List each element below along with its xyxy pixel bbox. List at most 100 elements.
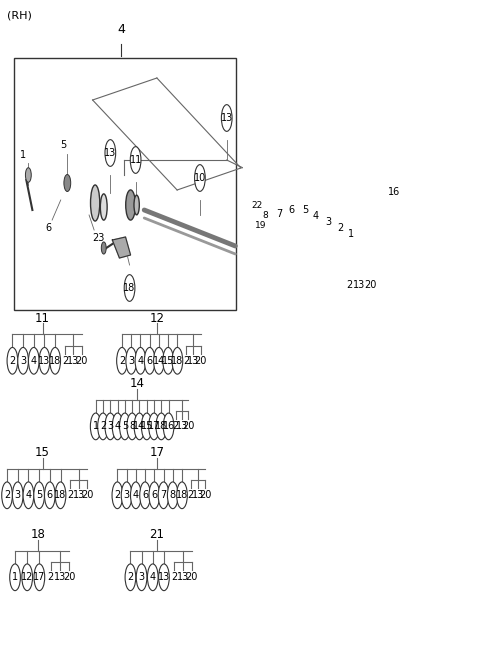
Text: 4: 4 [118,23,125,36]
Text: 13: 13 [67,356,80,366]
Ellipse shape [383,243,388,266]
Text: (RH): (RH) [7,10,32,20]
Text: 13: 13 [104,148,117,158]
Ellipse shape [163,348,173,374]
Ellipse shape [7,348,18,374]
Text: 18: 18 [123,283,136,293]
Text: 20: 20 [63,572,75,583]
Text: 13: 13 [187,356,200,366]
Text: 7: 7 [276,209,283,219]
Text: 1: 1 [348,229,354,239]
Text: 21: 21 [149,528,164,541]
Text: 12: 12 [149,312,164,325]
Text: 2: 2 [9,356,15,366]
Ellipse shape [134,195,139,215]
Text: 13: 13 [72,490,85,501]
Ellipse shape [134,413,145,440]
Ellipse shape [408,234,422,266]
Ellipse shape [323,210,333,234]
Ellipse shape [34,482,45,508]
Ellipse shape [23,482,34,508]
Ellipse shape [221,105,232,131]
Ellipse shape [268,234,283,283]
Text: 13: 13 [176,421,188,432]
Text: 13: 13 [353,280,365,290]
Text: 3: 3 [139,572,144,583]
Ellipse shape [10,564,21,590]
Ellipse shape [156,413,167,440]
Ellipse shape [347,222,356,246]
Text: 2: 2 [62,356,68,366]
Ellipse shape [112,482,123,508]
Ellipse shape [2,482,12,508]
Text: 14: 14 [130,377,145,390]
Ellipse shape [275,202,284,226]
Ellipse shape [125,564,136,590]
Ellipse shape [121,482,132,508]
Text: 6: 6 [288,205,295,215]
Ellipse shape [120,413,130,440]
Ellipse shape [144,348,155,374]
Text: 2: 2 [337,223,343,233]
Text: 16: 16 [162,421,175,432]
Text: 5: 5 [122,421,128,432]
Ellipse shape [343,280,358,316]
Text: 10: 10 [194,173,206,183]
Text: 2: 2 [48,572,54,583]
Text: 20: 20 [199,490,211,501]
Ellipse shape [288,241,298,274]
Ellipse shape [168,482,178,508]
Text: 3: 3 [325,217,331,227]
Text: 3: 3 [107,421,113,432]
Ellipse shape [135,348,146,374]
Ellipse shape [263,228,270,251]
Text: 13: 13 [54,572,66,583]
Text: 2: 2 [346,280,352,290]
Ellipse shape [300,198,310,222]
Ellipse shape [28,348,39,374]
Text: 6: 6 [146,356,153,366]
Text: 20: 20 [186,572,198,583]
Text: 15: 15 [35,446,50,459]
Ellipse shape [147,564,158,590]
Text: 20: 20 [81,490,93,501]
Ellipse shape [105,413,116,440]
Text: 16: 16 [388,187,400,197]
Text: 20: 20 [182,421,194,432]
Ellipse shape [149,413,159,440]
Ellipse shape [130,147,141,173]
Ellipse shape [287,198,296,222]
Text: 13: 13 [221,113,233,123]
Ellipse shape [136,564,147,590]
Text: 3: 3 [128,356,134,366]
Ellipse shape [424,240,429,260]
Text: 8: 8 [170,490,176,501]
Bar [14,58,236,310]
Text: 4: 4 [313,211,319,221]
Ellipse shape [22,564,33,590]
Text: 14: 14 [153,356,165,366]
Text: 7: 7 [160,490,167,501]
Text: 14: 14 [133,421,145,432]
Text: 2: 2 [183,356,189,366]
Text: 13: 13 [38,356,50,366]
Ellipse shape [154,348,164,374]
Text: 13: 13 [177,572,189,583]
Ellipse shape [112,413,123,440]
Text: 2: 2 [172,421,179,432]
Text: 1: 1 [12,572,18,583]
Text: 4: 4 [115,421,120,432]
Ellipse shape [39,348,50,374]
Ellipse shape [100,194,107,220]
Text: 8: 8 [262,211,268,220]
Ellipse shape [172,348,183,374]
Text: 3: 3 [123,490,130,501]
Text: 4: 4 [133,490,139,501]
Text: 12: 12 [21,572,34,583]
Text: 4: 4 [150,572,156,583]
Ellipse shape [12,482,23,508]
Ellipse shape [91,185,100,221]
Ellipse shape [163,413,174,440]
Ellipse shape [311,204,321,228]
Text: 2: 2 [188,490,194,501]
